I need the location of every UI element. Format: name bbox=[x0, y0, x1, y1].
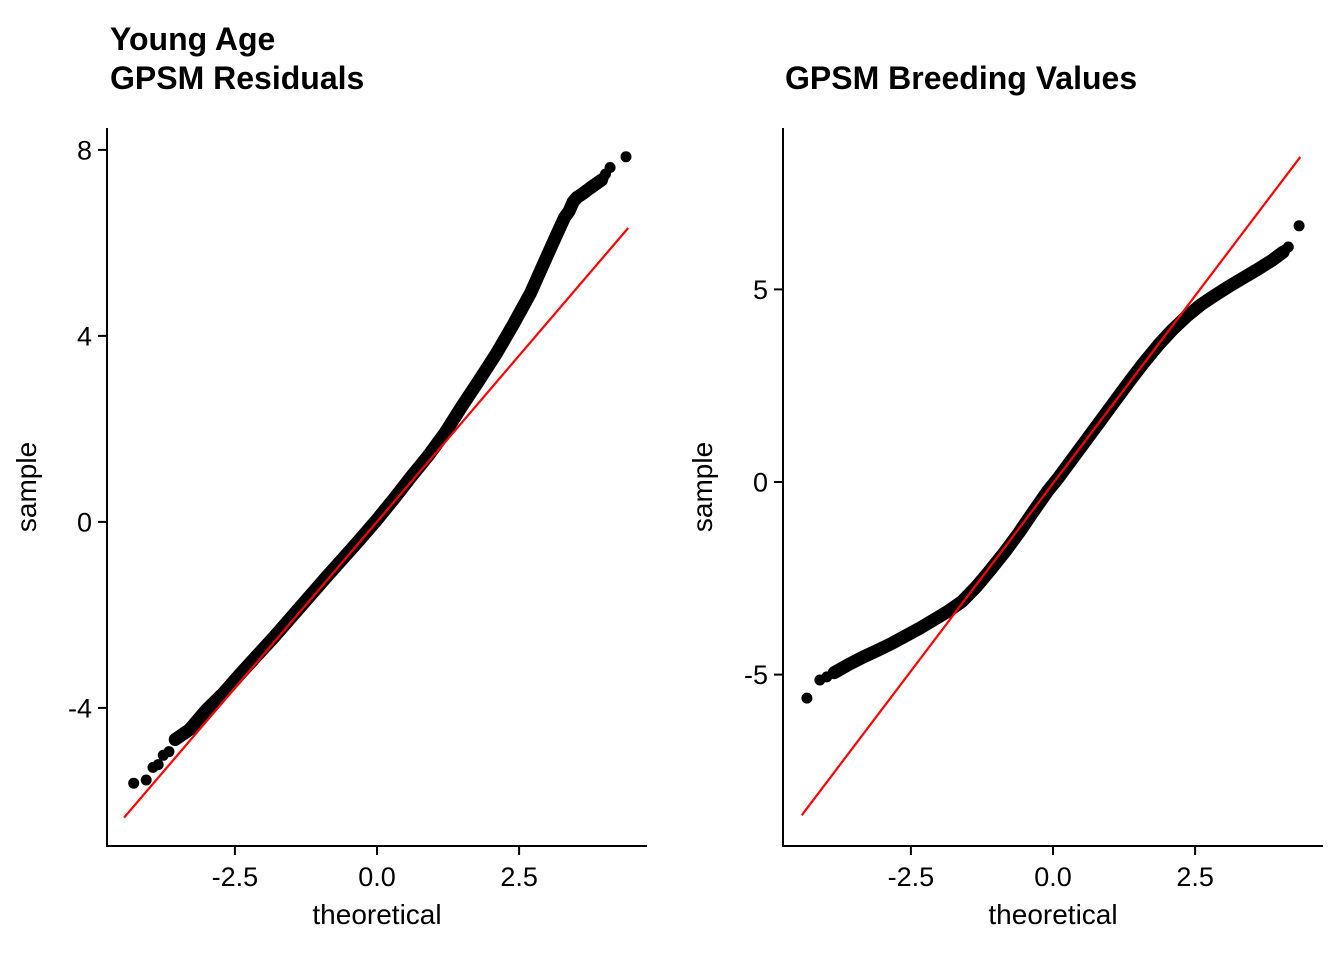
qq-point bbox=[801, 692, 813, 704]
qq-point bbox=[604, 162, 616, 173]
qq-point bbox=[1293, 220, 1305, 232]
qq-reference-line bbox=[123, 227, 630, 819]
right-y-axis-title: sample bbox=[687, 442, 718, 532]
y-tick-label: -4 bbox=[68, 693, 92, 723]
qq-point bbox=[1282, 241, 1294, 253]
panel-right-breeding-values: 5 0 -5 -2.5 0.0 2.5 bbox=[744, 128, 1323, 892]
y-tick-label: 5 bbox=[753, 275, 768, 305]
right-panel-title: GPSM Breeding Values bbox=[785, 59, 1137, 98]
y-tick-label: 8 bbox=[77, 135, 92, 165]
y-tick-label: 0 bbox=[753, 468, 768, 498]
x-tick-label: -2.5 bbox=[212, 862, 259, 892]
qq-point bbox=[152, 759, 164, 771]
x-tick-label: 0.0 bbox=[1034, 862, 1072, 892]
qq-point bbox=[163, 746, 175, 758]
y-tick-label: 0 bbox=[77, 507, 92, 537]
qq-point bbox=[128, 777, 140, 789]
x-tick-label: 0.0 bbox=[358, 862, 396, 892]
qq-reference-line bbox=[800, 156, 1302, 816]
right-x-axis-title: theoretical bbox=[988, 899, 1117, 930]
qq-point-stream bbox=[168, 173, 608, 746]
left-panel-title-line1: Young Age bbox=[110, 21, 276, 57]
left-panel-title-line2: GPSM Residuals bbox=[110, 60, 365, 96]
left-y-axis-title: sample bbox=[11, 442, 42, 532]
y-tick-label: 4 bbox=[77, 321, 92, 351]
left-x-axis-title: theoretical bbox=[312, 899, 441, 930]
x-tick-label: -2.5 bbox=[888, 862, 935, 892]
qq-point bbox=[821, 671, 833, 683]
qq-point bbox=[620, 151, 632, 163]
panel-left-residuals: 8 4 0 -4 -2.5 0.0 2.5 bbox=[68, 128, 647, 892]
right-panel-title-line1: GPSM Breeding Values bbox=[785, 60, 1138, 96]
left-panel-title: Young Age GPSM Residuals bbox=[110, 20, 364, 98]
qq-point-stream bbox=[827, 245, 1290, 680]
x-tick-label: 2.5 bbox=[500, 862, 538, 892]
x-tick-label: 2.5 bbox=[1176, 862, 1214, 892]
qq-point bbox=[140, 774, 152, 786]
y-tick-label: -5 bbox=[744, 660, 768, 690]
